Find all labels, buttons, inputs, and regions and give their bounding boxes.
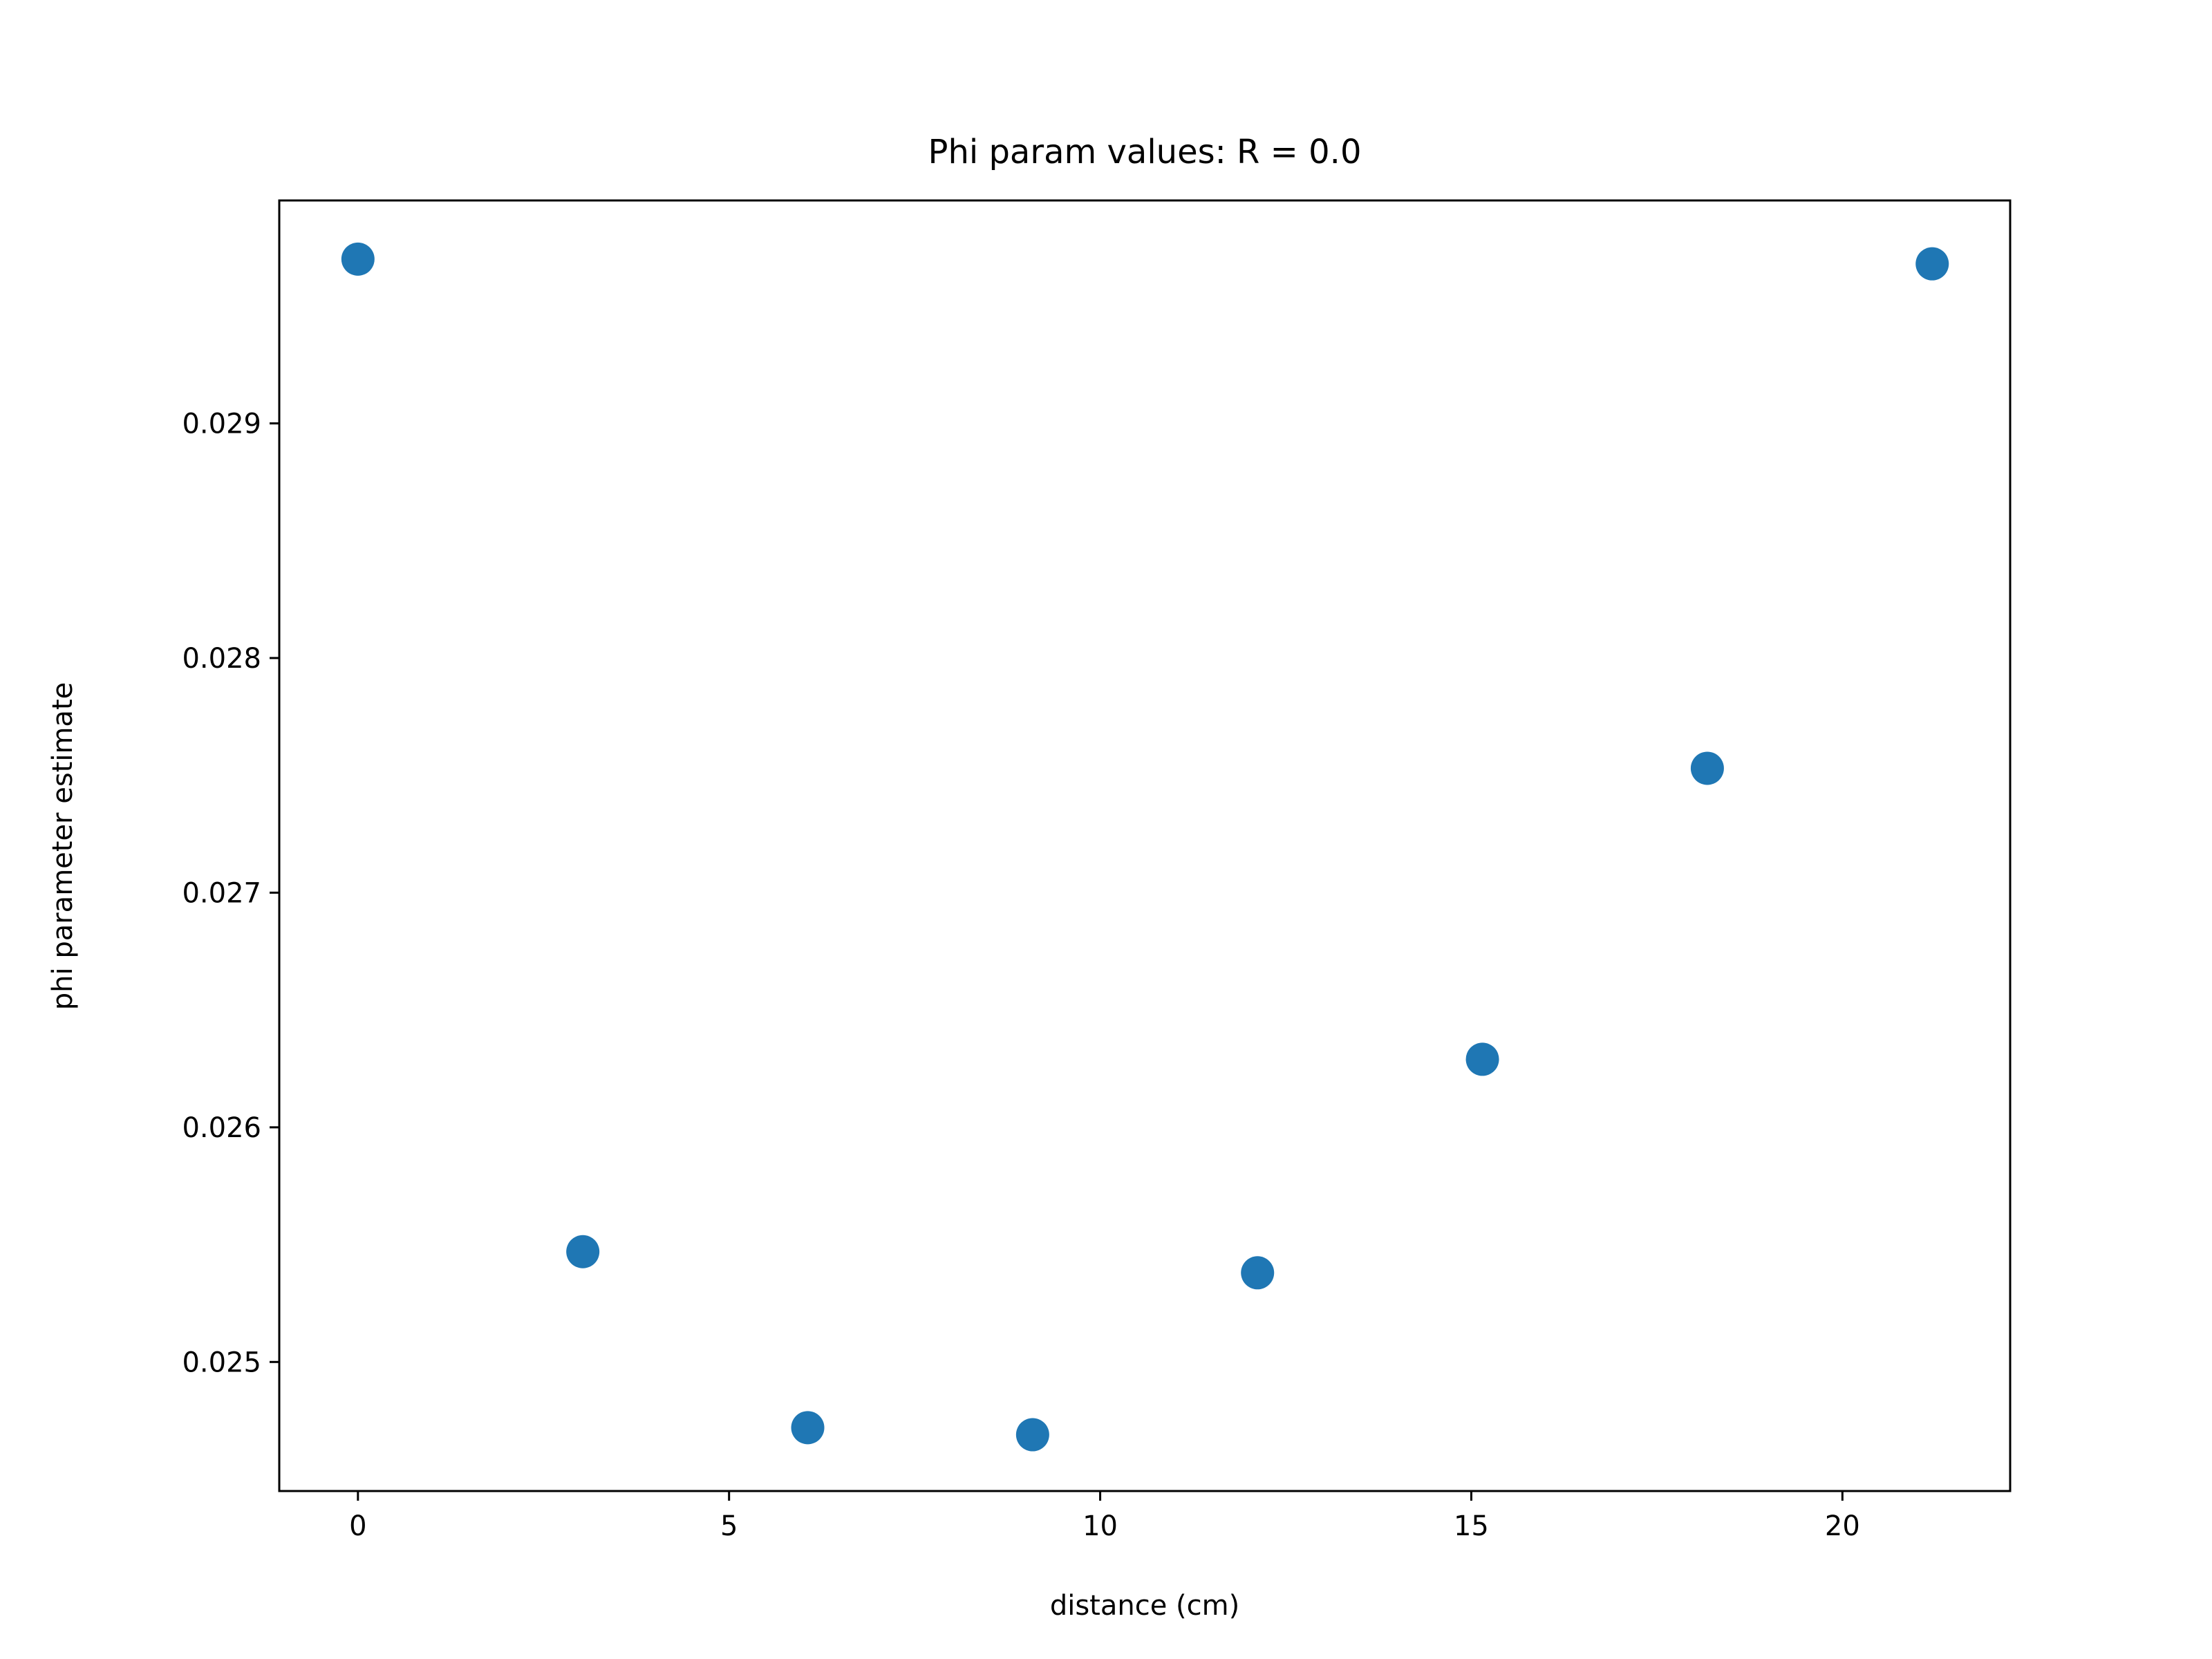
x-tick-label: 15 [1454, 1510, 1489, 1542]
y-axis: 0.025 0.026 0.027 0.028 0.029 [182, 408, 279, 1378]
x-axis-label: distance (cm) [1050, 1590, 1239, 1622]
data-point [1915, 247, 1949, 281]
chart-title: Phi param values: R = 0.0 [928, 133, 1362, 171]
data-point [341, 242, 375, 276]
y-tick-label: 0.026 [182, 1112, 261, 1144]
y-axis-label: phi parameter estimate [47, 682, 79, 1010]
data-point [1241, 1256, 1275, 1290]
y-tick-label: 0.029 [182, 408, 261, 440]
y-tick-label: 0.025 [182, 1347, 261, 1378]
x-axis: 0 5 10 15 20 [349, 1491, 1860, 1542]
data-point [1015, 1418, 1049, 1452]
x-tick-label: 10 [1082, 1510, 1118, 1542]
plot-frame [278, 199, 2012, 1492]
x-tick-label: 0 [349, 1510, 366, 1542]
y-tick-label: 0.027 [182, 877, 261, 909]
data-points [341, 242, 1949, 1452]
data-point [1465, 1042, 1499, 1076]
data-point [1690, 751, 1724, 785]
y-tick-label: 0.028 [182, 643, 261, 675]
x-tick-label: 5 [720, 1510, 738, 1542]
plot-area [278, 199, 2012, 1492]
x-tick-label: 20 [1825, 1510, 1860, 1542]
data-point [566, 1235, 600, 1268]
data-point [791, 1411, 825, 1445]
